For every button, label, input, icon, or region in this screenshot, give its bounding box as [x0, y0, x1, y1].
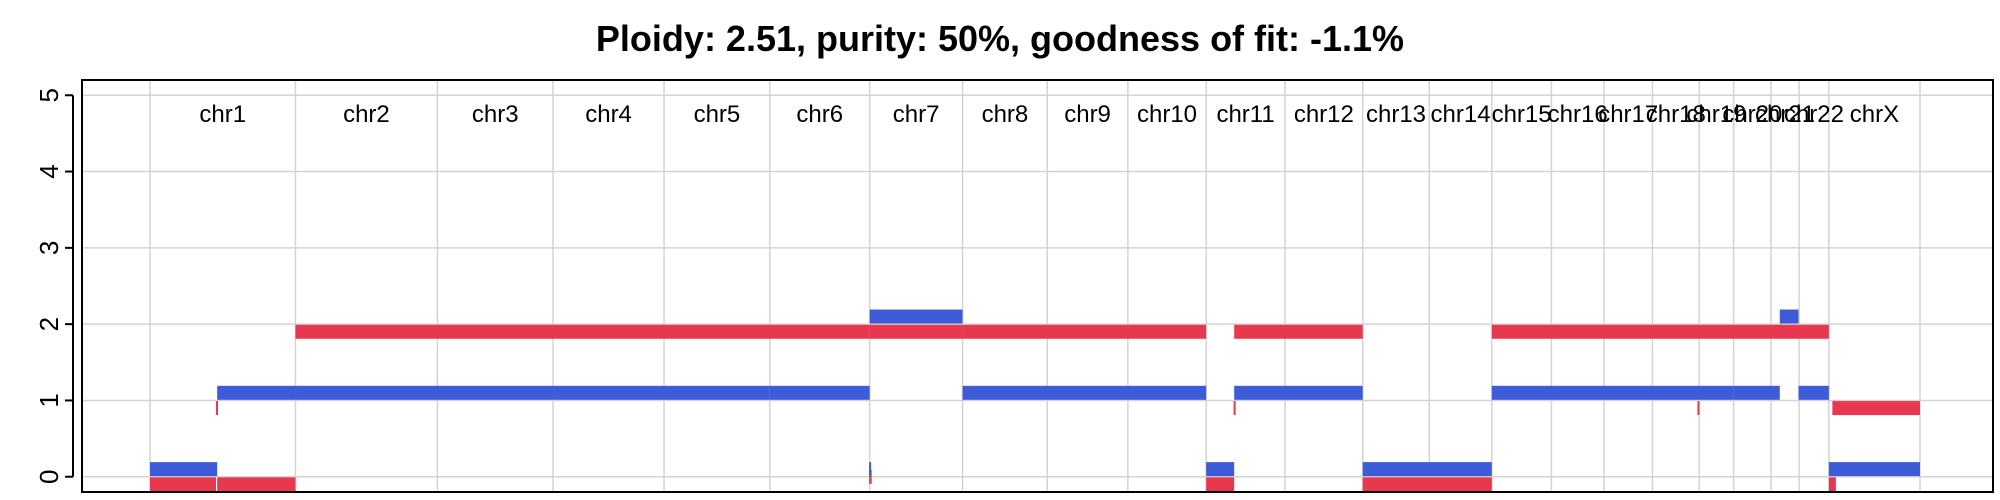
y-tick-label: 4: [34, 164, 64, 178]
cn-segment: [1733, 385, 1780, 400]
chromosome-label: chrX: [1850, 101, 1899, 128]
cn-segment: [1832, 401, 1920, 416]
cn-segment: [962, 385, 1207, 400]
chromosome-label: chr22: [1784, 101, 1844, 128]
chromosome-label: chr1: [199, 101, 246, 128]
cn-segment: [1362, 462, 1492, 477]
chromosome-label: chr15: [1492, 101, 1552, 128]
chromosome-label: chr2: [343, 101, 390, 128]
cn-segment: [1828, 477, 1836, 492]
y-tick-label: 2: [34, 317, 64, 331]
cn-segment: [217, 477, 296, 492]
chromosome-label: chr8: [982, 101, 1029, 128]
chromosome-label: chr13: [1366, 101, 1426, 128]
chromosome-label: chr5: [694, 101, 741, 128]
chromosome-label: chr12: [1294, 101, 1354, 128]
chart-title: Ploidy: 2.51, purity: 50%, goodness of f…: [595, 18, 1405, 59]
plot-frame: [81, 79, 1994, 493]
cn-segment: [1491, 385, 1734, 400]
cn-segment: [1697, 401, 1700, 416]
cn-segment: [553, 385, 770, 400]
chromosome-label: chr3: [472, 101, 519, 128]
cn-segment: [217, 385, 296, 400]
chromosome-label: chr17: [1598, 101, 1658, 128]
chromosome-label: chr19: [1686, 101, 1746, 128]
y-tick-label: 1: [34, 393, 64, 407]
cn-segment: [1206, 477, 1235, 492]
chromosome-label: chr21: [1755, 101, 1815, 128]
cn-segment: [1828, 462, 1920, 477]
cn-segment: [1362, 477, 1492, 492]
cn-segment: [1234, 324, 1363, 339]
cn-segment: [150, 462, 218, 477]
chromosome-label: chr18: [1646, 101, 1706, 128]
chromosome-label: chr6: [796, 101, 843, 128]
cn-segment: [150, 477, 217, 492]
cn-segment: [295, 385, 554, 400]
chromosome-label: chr10: [1137, 101, 1197, 128]
chromosome-label: chr9: [1064, 101, 1111, 128]
cn-segment: [869, 309, 963, 324]
grid-layer: [82, 80, 1993, 492]
chromosome-label: chr16: [1548, 101, 1608, 128]
cn-segment: [1233, 401, 1236, 416]
cn-segment: [962, 324, 1207, 339]
cn-segment: [769, 385, 870, 400]
cn-segment: [869, 462, 872, 477]
cn-segment: [1234, 385, 1363, 400]
series-layer: [150, 309, 1920, 492]
chromosome-label: chr4: [585, 101, 632, 128]
chromosome-label: chr20: [1722, 101, 1782, 128]
y-tick-label: 3: [34, 241, 64, 255]
y-tick-label: 5: [34, 88, 64, 102]
cn-segment: [216, 401, 219, 416]
chromosome-label: chr14: [1431, 101, 1491, 128]
cn-segment: [869, 324, 963, 339]
cn-segment: [1491, 324, 1829, 339]
label-layer: chr1 chr2 chr3 chr4 chr5 chr6 chr7 chr8 chr9 chr1…: [199, 101, 1899, 128]
cn-segment: [869, 469, 872, 484]
cn-segment: [1798, 385, 1829, 400]
chromosome-label: chr11: [1216, 101, 1274, 128]
chromosome-label: chr7: [893, 101, 940, 128]
cn-segment: [1779, 309, 1799, 324]
y-tick-label: 0: [34, 470, 64, 484]
cn-segment: [295, 324, 870, 339]
y-axis: 0 1 2 3 4 5: [34, 88, 74, 484]
cn-segment: [1206, 462, 1235, 477]
